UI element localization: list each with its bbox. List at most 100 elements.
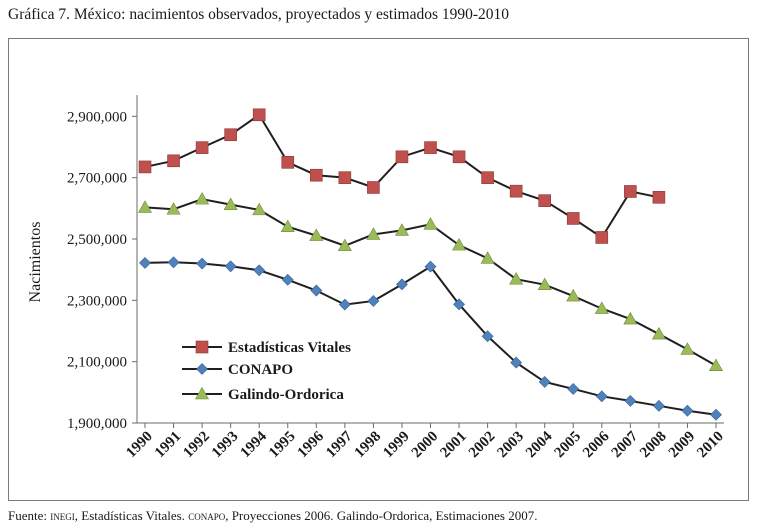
data-point-estadisticas-vitales [395, 150, 409, 164]
legend-marker-galindo-ordorica [194, 386, 210, 400]
data-point-galindo-ordorica [137, 200, 153, 213]
chart-title: Gráfica 7. México: nacimientos observado… [8, 6, 510, 23]
data-point-conapo [710, 408, 722, 421]
chart-frame: 1,900,000 2,100,000 2,300,000 2,500,000 2,70… [8, 38, 749, 501]
data-point-estadisticas-vitales [595, 231, 609, 244]
x-tick-label: 1998 [352, 429, 385, 462]
data-point-galindo-ordorica [223, 197, 238, 210]
data-point-conapo [396, 278, 408, 291]
data-point-conapo [652, 399, 665, 412]
x-tick-label: 1990 [123, 429, 156, 462]
source-prefix: Fuente: [8, 508, 51, 523]
data-point-estadisticas-vitales [509, 184, 523, 198]
data-point-conapo [253, 264, 266, 277]
x-tick-label: 2010 [694, 429, 727, 462]
data-point-galindo-ordorica [195, 192, 210, 205]
y-tick-label: 2,100,000 [67, 355, 127, 371]
data-point-estadisticas-vitales [367, 181, 380, 194]
data-point-conapo [281, 273, 294, 286]
data-point-estadisticas-vitales [138, 160, 152, 174]
data-point-estadisticas-vitales [566, 212, 580, 225]
data-point-estadisticas-vitales [452, 150, 466, 164]
x-tick-label: 2007 [609, 428, 642, 461]
data-point-conapo [624, 394, 637, 407]
x-tick-label: 1995 [266, 429, 299, 462]
data-point-galindo-ordorica [166, 202, 181, 215]
data-point-conapo [338, 298, 351, 311]
source-note: Fuente: INEGI, Estadísticas Vitales. CON… [8, 508, 538, 524]
y-axis-title: Nacimientos [27, 222, 44, 303]
data-point-estadisticas-vitales [338, 171, 352, 184]
line-chart: 1,900,000 2,100,000 2,300,000 2,500,000 2,70… [27, 95, 727, 462]
x-tick-label: 1997 [323, 428, 356, 461]
data-point-galindo-ordorica [337, 238, 352, 252]
source-text-2: , Proyecciones 2006. Galindo-Ordorica, E… [225, 508, 538, 523]
data-point-conapo [510, 356, 523, 369]
data-point-conapo [595, 390, 608, 403]
data-point-conapo [167, 256, 180, 269]
data-point-galindo-ordorica [366, 227, 381, 240]
legend-label-conapo: CONAPO [228, 362, 293, 378]
y-tick-label: 2,900,000 [67, 109, 127, 125]
data-point-galindo-ordorica [280, 219, 295, 233]
x-tick-label: 1991 [152, 429, 185, 462]
x-tick-label: 2003 [494, 429, 527, 462]
x-tick-label: 1999 [380, 429, 413, 462]
data-point-galindo-ordorica [623, 311, 638, 325]
x-tick-label: 1996 [295, 428, 328, 461]
legend-label-galindo-ordorica: Galindo-Ordorica [228, 387, 344, 403]
data-point-galindo-ordorica [708, 358, 724, 371]
y-tick-label: 2,300,000 [67, 293, 127, 309]
data-point-conapo [139, 256, 151, 269]
data-point-estadisticas-vitales [624, 185, 637, 198]
data-point-estadisticas-vitales [195, 141, 209, 154]
data-point-estadisticas-vitales [281, 156, 295, 169]
y-tick-label: 2,500,000 [67, 232, 127, 248]
data-point-estadisticas-vitales [538, 194, 552, 207]
x-tick-label: 1993 [209, 429, 242, 462]
source-text-1: , Estadísticas Vitales. [74, 508, 189, 523]
data-point-galindo-ordorica [680, 342, 695, 355]
data-point-galindo-ordorica [423, 217, 438, 230]
data-point-galindo-ordorica [394, 223, 409, 236]
data-point-estadisticas-vitales [424, 141, 437, 154]
data-point-galindo-ordorica [651, 326, 666, 340]
data-point-estadisticas-vitales [252, 108, 266, 122]
y-tick-label: 1,900,000 [67, 416, 127, 432]
legend-label-estadisticas-vitales: Estadísticas Vitales [228, 340, 351, 356]
x-tick-label: 2005 [552, 429, 585, 462]
data-point-estadisticas-vitales [167, 154, 180, 168]
data-point-conapo [424, 260, 437, 273]
data-point-estadisticas-vitales [309, 168, 323, 182]
x-tick-label: 2009 [666, 429, 699, 462]
data-point-conapo [453, 298, 465, 311]
data-point-conapo [310, 284, 323, 297]
data-point-conapo [196, 257, 209, 270]
x-tick-label: 2004 [523, 428, 556, 461]
data-point-galindo-ordorica [566, 288, 581, 302]
data-point-galindo-ordorica [594, 301, 609, 314]
legend-marker-conapo [196, 363, 208, 375]
x-tick-label: 2000 [409, 429, 442, 462]
x-tick-label: 2008 [637, 429, 670, 462]
series-line-estadisticas-vitales [144, 113, 660, 239]
data-point-conapo [224, 260, 237, 273]
data-point-estadisticas-vitales [481, 171, 494, 184]
data-point-galindo-ordorica [252, 202, 267, 216]
legend-marker-estadisticas-vitales [195, 340, 209, 354]
data-point-conapo [567, 383, 580, 395]
data-point-estadisticas-vitales [224, 128, 237, 142]
x-tick-label: 1994 [238, 428, 271, 461]
data-point-conapo [681, 404, 694, 417]
data-point-galindo-ordorica [509, 272, 524, 285]
data-point-estadisticas-vitales [652, 190, 666, 204]
x-tick-label: 1992 [180, 429, 213, 462]
data-point-galindo-ordorica [480, 251, 495, 264]
data-point-conapo [481, 330, 494, 343]
x-tick-label: 2001 [437, 429, 470, 462]
data-point-galindo-ordorica [309, 228, 324, 241]
source-org-inegi: INEGI [50, 508, 75, 523]
y-tick-label: 2,700,000 [67, 171, 127, 187]
data-point-conapo [538, 375, 551, 388]
x-tick-label: 2002 [466, 429, 499, 462]
